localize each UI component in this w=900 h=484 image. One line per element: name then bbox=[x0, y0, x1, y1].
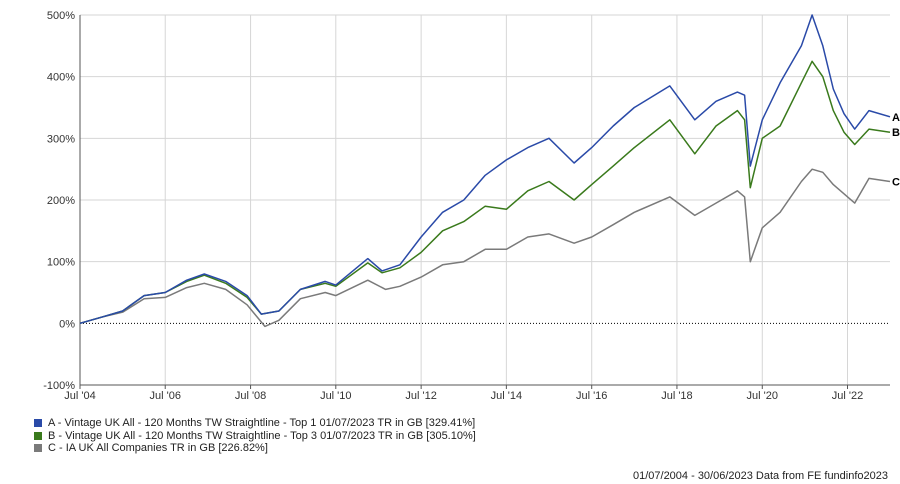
x-tick-label: Jul '20 bbox=[747, 390, 778, 400]
legend-swatch-c bbox=[34, 444, 42, 453]
y-tick-label: 400% bbox=[47, 72, 75, 84]
legend-label-c: C - IA UK All Companies TR in GB [226.82… bbox=[48, 442, 268, 454]
legend-item-b: B - Vintage UK All - 120 Months TW Strai… bbox=[34, 430, 476, 443]
x-tick-label: Jul '12 bbox=[405, 390, 436, 400]
series-line-a bbox=[79, 14, 891, 325]
series-line-b bbox=[79, 60, 891, 325]
series-end-label-c: C bbox=[892, 177, 900, 189]
chart-legend: A - Vintage UK All - 120 Months TW Strai… bbox=[34, 417, 476, 455]
x-tick-label: Jul '22 bbox=[832, 390, 863, 400]
chart-footer: 01/07/2004 - 30/06/2023 Data from FE fun… bbox=[632, 470, 888, 482]
y-tick-label: 300% bbox=[47, 133, 75, 145]
x-tick-label: Jul '04 bbox=[64, 390, 95, 400]
y-tick-label: 0% bbox=[59, 318, 75, 330]
x-tick-label: Jul '16 bbox=[576, 390, 607, 400]
x-tick-label: Jul '10 bbox=[320, 390, 351, 400]
series-line-c bbox=[79, 168, 891, 328]
x-tick-label: Jul '08 bbox=[235, 390, 266, 400]
y-tick-label: 100% bbox=[47, 257, 75, 269]
series-end-label-b: B bbox=[892, 127, 900, 139]
y-tick-label: 500% bbox=[47, 10, 75, 22]
legend-swatch-a bbox=[34, 419, 42, 428]
legend-swatch-b bbox=[34, 431, 42, 440]
legend-label-b: B - Vintage UK All - 120 Months TW Strai… bbox=[48, 429, 476, 442]
legend-item-a: A - Vintage UK All - 120 Months TW Strai… bbox=[34, 417, 476, 430]
legend-label-a: A - Vintage UK All - 120 Months TW Strai… bbox=[48, 417, 476, 429]
legend-item-c: C - IA UK All Companies TR in GB [226.82… bbox=[34, 442, 476, 455]
y-tick-label: 200% bbox=[47, 195, 75, 207]
line-chart: -100% 0% 100% 200% 300% 400% 500% Jul '04 Jul '0… bbox=[43, 10, 900, 402]
x-tick-label: Jul '06 bbox=[149, 390, 180, 400]
x-tick-label: Jul '18 bbox=[661, 390, 692, 400]
y-tick-label: -100% bbox=[43, 380, 75, 392]
x-tick-label: Jul '14 bbox=[491, 390, 522, 400]
series-end-label-a: A bbox=[892, 112, 900, 124]
chart-canvas: -100% 0% 100% 200% 300% 400% 500% Jul '04 Jul '0… bbox=[43, 10, 900, 402]
